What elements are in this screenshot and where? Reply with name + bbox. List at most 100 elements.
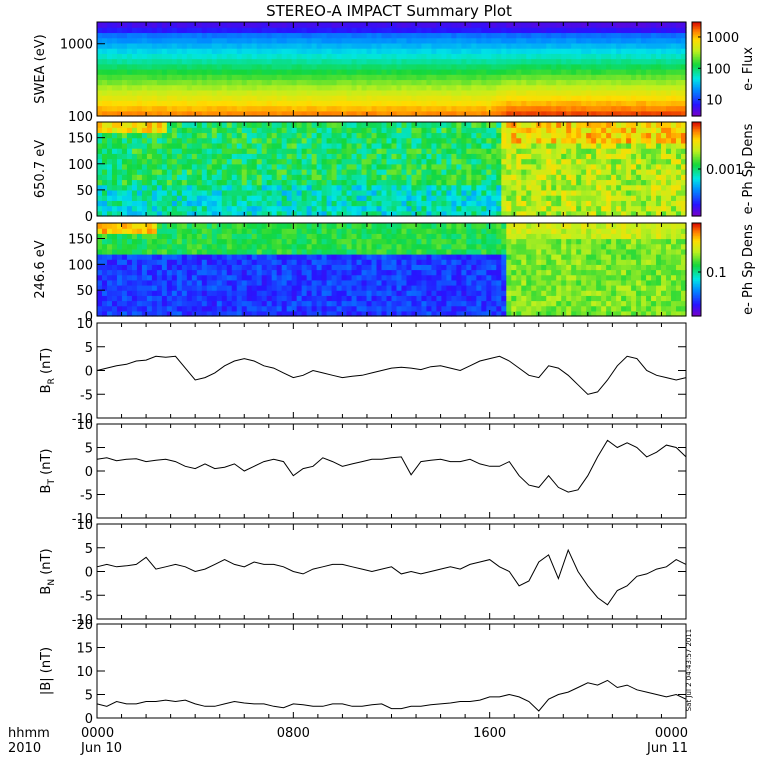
heatmap-cell — [606, 22, 612, 28]
heatmap-cell — [301, 137, 308, 144]
heatmap-cell — [666, 95, 672, 101]
heatmap-cell — [561, 189, 567, 196]
heatmap-cell — [261, 163, 268, 170]
heatmap-cell — [461, 189, 467, 196]
heatmap-cell — [286, 58, 293, 65]
heatmap-cell — [191, 69, 198, 75]
heatmap-cell — [536, 32, 542, 39]
heatmap-cell — [281, 84, 288, 91]
heatmap-cell — [451, 189, 457, 196]
heatmap-cell — [486, 69, 492, 75]
heatmap-cell — [536, 37, 542, 44]
heatmap-cell — [191, 189, 198, 196]
heatmap-cell — [446, 127, 452, 134]
heatmap-cell — [136, 285, 143, 291]
heatmap-cell — [256, 179, 263, 186]
colorbar-cell — [692, 25, 701, 28]
heatmap-cell — [351, 200, 358, 207]
heatmap-cell — [266, 127, 273, 134]
heatmap-cell — [186, 74, 193, 81]
heatmap-cell — [136, 74, 143, 81]
heatmap-cell — [126, 310, 133, 317]
heatmap-cell — [571, 22, 577, 28]
heatmap-cell — [546, 63, 552, 70]
heatmap-cell — [416, 179, 423, 186]
heatmap-cell — [466, 127, 472, 134]
heatmap-cell — [171, 238, 178, 245]
heatmap-cell — [116, 105, 123, 112]
heatmap-cell — [546, 163, 552, 170]
heatmap-cell — [181, 84, 188, 91]
heatmap-cell — [161, 132, 168, 139]
heatmap-cell — [641, 127, 647, 134]
heatmap-cell — [166, 84, 173, 91]
heatmap-cell — [491, 74, 497, 81]
heatmap-cell — [226, 274, 233, 281]
heatmap-cell — [171, 127, 178, 134]
heatmap-cell — [556, 122, 562, 128]
heatmap-cell — [136, 223, 143, 229]
heatmap-cell — [216, 58, 223, 65]
heatmap-cell — [161, 259, 168, 265]
heatmap-cell — [146, 63, 153, 70]
heatmap-cell — [97, 42, 103, 49]
heatmap-cell — [336, 210, 343, 217]
heatmap-cell — [681, 163, 687, 170]
heatmap-cell — [431, 95, 438, 101]
heatmap-cell — [606, 63, 612, 70]
heatmap-cell — [161, 279, 168, 286]
heatmap-cell — [451, 74, 457, 81]
heatmap-cell — [406, 174, 413, 181]
heatmap-cell — [266, 95, 273, 101]
heatmap-cell — [201, 84, 208, 91]
heatmap-cell — [606, 184, 612, 191]
heatmap-cell — [336, 53, 343, 60]
heatmap-cell — [651, 195, 657, 201]
heatmap-cell — [321, 53, 328, 60]
heatmap-cell — [271, 158, 278, 165]
heatmap-cell — [186, 42, 193, 49]
heatmap-cell — [596, 22, 602, 28]
heatmap-cell — [521, 110, 527, 117]
heatmap-cell — [211, 205, 218, 212]
heatmap-cell — [286, 48, 293, 54]
heatmap-cell — [271, 142, 278, 149]
heatmap-cell — [231, 279, 238, 286]
heatmap-cell — [616, 184, 622, 191]
heatmap-cell — [166, 310, 173, 317]
heatmap-cell — [451, 27, 457, 34]
heatmap-cell — [141, 174, 148, 181]
heatmap-cell — [536, 79, 542, 86]
heatmap-cell — [496, 195, 502, 201]
heatmap-cell — [176, 42, 183, 49]
heatmap-cell — [231, 310, 238, 317]
heatmap-cell — [511, 95, 517, 101]
heatmap-cell — [621, 184, 627, 191]
heatmap-cell — [656, 110, 662, 117]
heatmap-cell — [596, 63, 602, 70]
heatmap-cell — [366, 127, 373, 134]
heatmap-cell — [171, 69, 178, 75]
heatmap-cell — [491, 148, 497, 154]
heatmap-cell — [681, 137, 687, 144]
heatmap-cell — [116, 264, 123, 271]
heatmap-cell — [266, 179, 273, 186]
heatmap-cell — [646, 89, 652, 96]
heatmap-cell — [446, 27, 452, 34]
colorbar-cell — [692, 128, 701, 131]
heatmap-cell — [496, 63, 502, 70]
heatmap-cell — [216, 105, 223, 112]
heatmap-cell — [231, 189, 238, 196]
heatmap-cell — [636, 53, 642, 60]
heatmap-cell — [656, 48, 662, 54]
heatmap-cell — [386, 169, 393, 175]
heatmap-cell — [551, 110, 557, 117]
heatmap-cell — [296, 195, 303, 201]
heatmap-cell — [566, 74, 572, 81]
heatmap-cell — [531, 179, 537, 186]
heatmap-cell — [466, 137, 472, 144]
heatmap-cell — [311, 74, 318, 81]
heatmap-cell — [156, 310, 163, 317]
heatmap-cell — [441, 89, 448, 96]
heatmap-cell — [136, 122, 143, 128]
